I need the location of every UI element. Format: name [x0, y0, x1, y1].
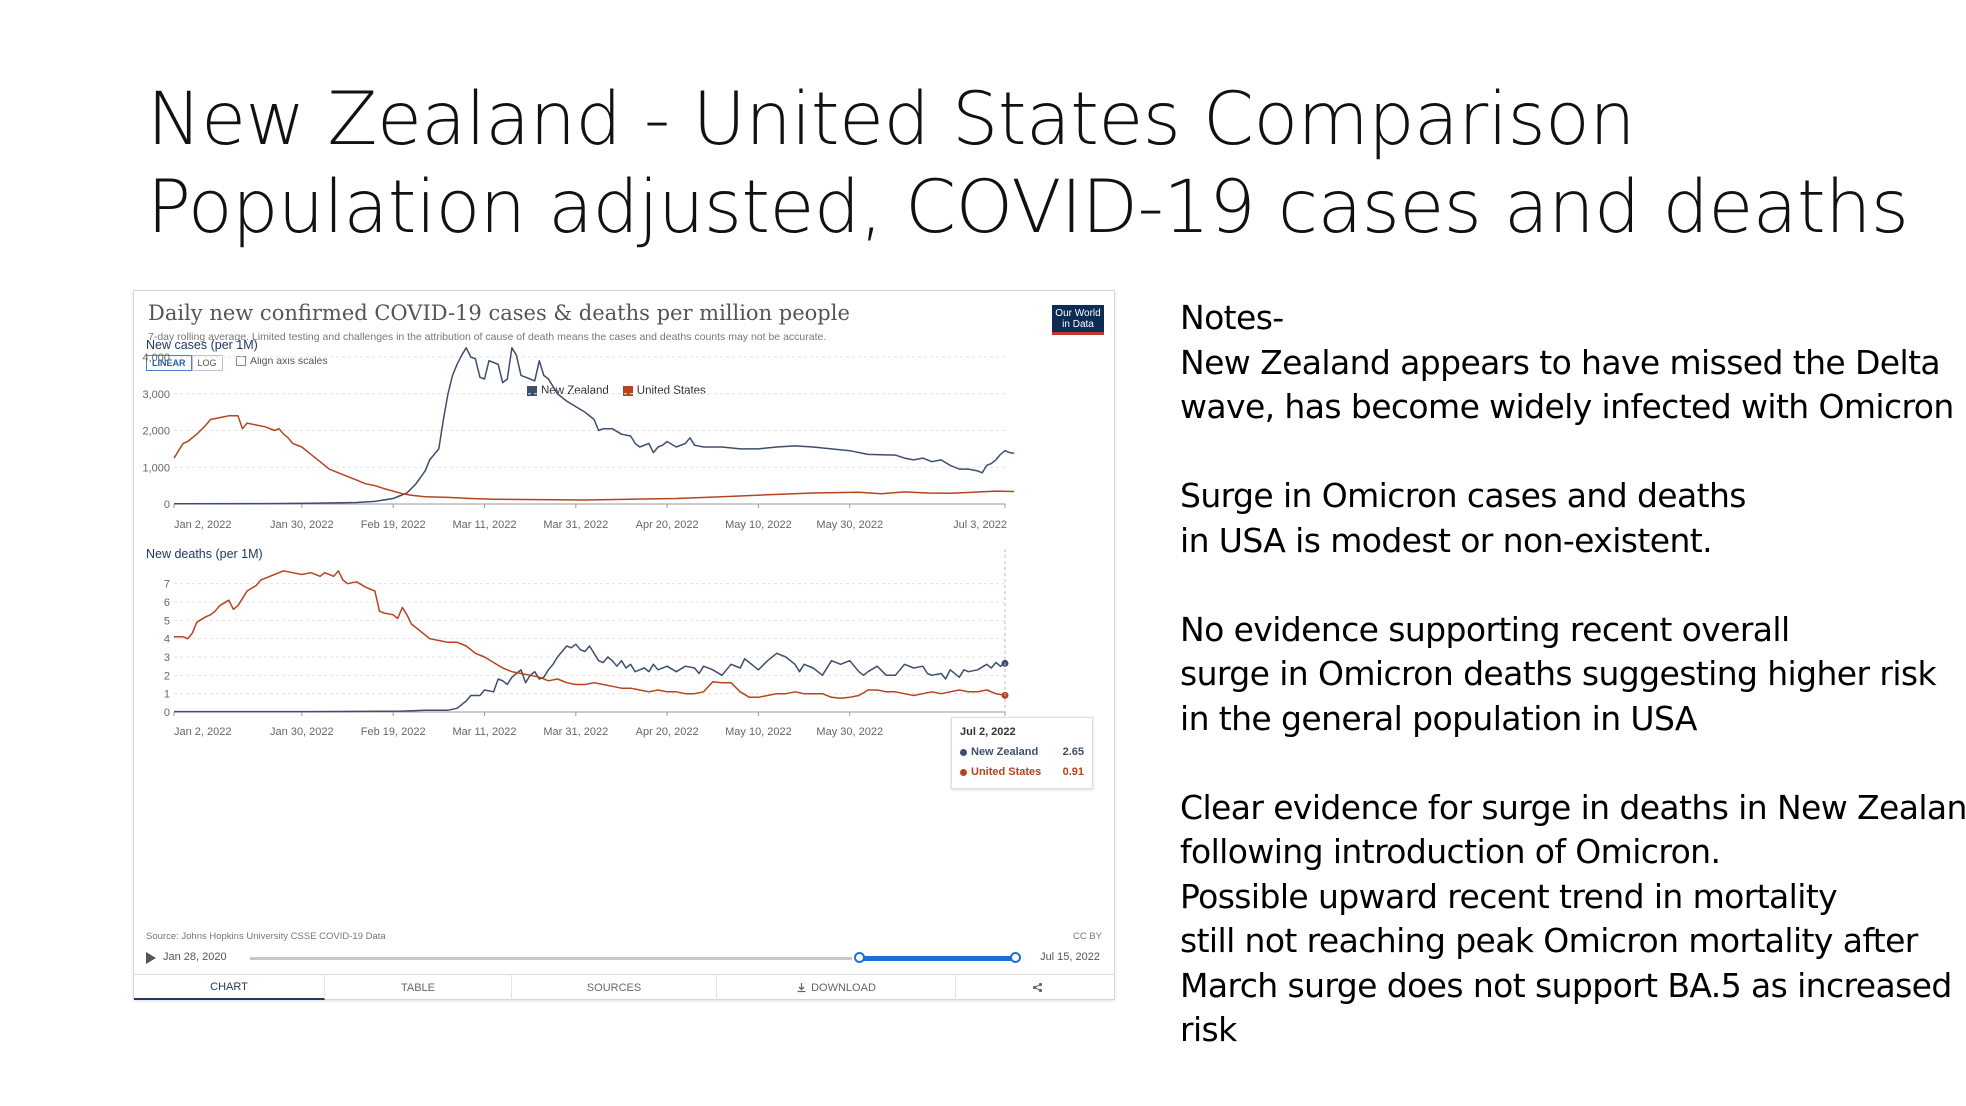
tab-share[interactable] [956, 975, 1118, 1000]
chart-1-y-tick-label: 0 [164, 499, 170, 511]
chart-1-y-tick-label: 2,000 [142, 426, 170, 438]
note-line [1180, 563, 1960, 608]
chart-2-y-tick-label: 0 [164, 707, 170, 719]
note-line: in USA is modest or non-existent. [1180, 520, 1713, 560]
tooltip-dot-united-states [960, 768, 967, 776]
source-note[interactable]: Source: Johns Hopkins University CSSE CO… [146, 931, 386, 942]
note-line: risk [1180, 1010, 1237, 1049]
chart-1-x-tick-label: May 10, 2022 [725, 519, 792, 531]
chart-1-y-tick-label: 3,000 [142, 389, 170, 401]
linear-scale-button[interactable]: LINEAR [146, 355, 192, 371]
slide-title-line-2: Population adjusted, COVID-19 cases and … [147, 165, 1909, 250]
timeline-start-handle[interactable] [854, 952, 865, 963]
download-icon [797, 983, 806, 993]
chart-2-line-new-zealand[interactable] [174, 643, 1006, 713]
chart-1-line-new-zealand[interactable] [173, 347, 1015, 505]
tab-chart[interactable]: CHART [134, 975, 325, 1000]
log-scale-button[interactable]: LOG [191, 355, 223, 371]
align-axis-label: Align axis scales [250, 355, 328, 367]
chart-2-y-tick-label: 1 [164, 689, 170, 701]
tooltip-dot-new-zealand [960, 748, 967, 756]
chart-2-x-tick-label: Jan 2, 2022 [174, 726, 232, 738]
legend-swatch-new-zealand [527, 386, 537, 396]
chart-2-y-tick-label: 2 [164, 670, 170, 682]
chart-1-title: New cases (per 1M) [146, 338, 258, 352]
note-line: New Zealand appears to have missed the D… [1180, 342, 1941, 382]
timeline-start-date: Jan 28, 2020 [163, 951, 227, 963]
note-line: March surge does not support BA.5 as inc… [1180, 965, 1952, 1005]
logo-line-1: Our World [1055, 308, 1101, 319]
timeline-end-date: Jul 15, 2022 [1040, 951, 1100, 963]
line-charts-svg: New cases (per 1M) 0 1,000 2,000 3,000 4,000 J… [142, 338, 1015, 738]
chart-1-x-tick-label: Feb 19, 2022 [361, 519, 426, 531]
chart-1-x-tick-label: Mar 11, 2022 [452, 519, 516, 531]
timeline: Jan 28, 2020 Jul 15, 2022 [146, 949, 1102, 967]
tab-sources[interactable]: SOURCES [512, 975, 717, 1000]
chart-1-x-tick-label: May 30, 2022 [816, 519, 883, 531]
note-line: Notes- [1180, 298, 1284, 337]
note-line [1180, 430, 1960, 475]
legend-swatch-united-states [622, 386, 633, 396]
owid-chart-panel: Daily new confirmed COVID-19 cases & dea… [133, 290, 1115, 1000]
tab-download[interactable]: DOWNLOAD [717, 975, 956, 1000]
hover-tooltip: Jul 2, 2022 New Zealand 2.65 United Stat… [951, 717, 1093, 789]
owid-logo[interactable]: Our World in Data [1052, 305, 1104, 335]
timeline-track[interactable] [250, 957, 852, 960]
share-icon [1032, 982, 1042, 993]
slide-title: New Zealand - United States Comparison P… [147, 76, 1909, 252]
scale-toggle: LINEAR LOG [146, 355, 223, 371]
chart-1-x-tick-label: Jan 2, 2022 [174, 519, 232, 531]
chart-1-x-tick-label: Jul 3, 2022 [953, 519, 1007, 531]
chart-2-x-tick-label: Feb 19, 2022 [361, 726, 426, 738]
chart-1-x-tick-label: Mar 31, 2022 [543, 519, 608, 531]
note-line: surge in Omicron deaths suggesting highe… [1180, 654, 1937, 693]
tab-download-label: DOWNLOAD [811, 981, 876, 994]
chart-2-y-tick-label: 7 [164, 579, 170, 591]
logo-line-2: in Data [1062, 319, 1094, 330]
notes-text: Notes- New Zealand appears to have missed… [1180, 296, 1966, 1053]
slide-title-line-1: New Zealand - United States Comparison [147, 77, 1636, 162]
chart-2-x-tick-label: May 10, 2022 [725, 726, 792, 738]
note-line: Clear evidence for surge in deaths in Ne… [1180, 787, 1966, 827]
timeline-selected-range [859, 956, 1016, 961]
chart-2-y-tick-label: 5 [164, 615, 170, 627]
chart-title: Daily new confirmed COVID-19 cases & dea… [148, 301, 850, 325]
chart-subtitle: 7-day rolling average. Limited testing a… [148, 331, 827, 343]
chart-2-x-tick-label: Mar 31, 2022 [543, 726, 608, 738]
tab-table[interactable]: TABLE [325, 975, 512, 1000]
chart-tabs: CHART TABLE SOURCES DOWNLOAD [134, 974, 1114, 1000]
chart-1-y-tick-label: 1,000 [142, 462, 170, 474]
note-line: Possible upward recent trend in mortalit… [1180, 876, 1838, 916]
tooltip-value-new-zealand: 2.65 [1062, 746, 1084, 758]
chart-1-y-tick-label: 4,000 [142, 352, 170, 364]
chart-2-x-tick-label: Apr 20, 2022 [636, 726, 699, 738]
tooltip-value-united-states: 0.91 [1062, 766, 1084, 778]
chart-2-x-tick-label: Mar 11, 2022 [452, 726, 516, 738]
tooltip-row-united-states: United States 0.91 [960, 766, 1084, 778]
chart-2-title: New deaths (per 1M) [146, 547, 263, 561]
play-icon[interactable] [146, 952, 156, 964]
note-line: still not reaching peak Omicron mortalit… [1180, 921, 1918, 960]
timeline-end-handle[interactable] [1010, 952, 1021, 963]
chart-2-x-tick-label: May 30, 2022 [816, 726, 883, 738]
note-line: No evidence supporting recent overall [1180, 609, 1790, 649]
chart-1-x-tick-label: Jan 30, 2022 [270, 519, 334, 531]
note-line [1180, 741, 1960, 786]
license-note[interactable]: CC BY [1072, 931, 1102, 942]
tooltip-label-united-states: United States [971, 766, 1042, 778]
chart-2-x-tick-label: Jan 30, 2022 [270, 726, 334, 738]
note-line: in the general population in USA [1180, 698, 1697, 738]
chart-2-y-tick-label: 4 [164, 634, 170, 646]
note-line: following introduction of Omicron. [1180, 832, 1721, 871]
chart-2-line-united-states[interactable] [174, 570, 1006, 700]
chart-2-y-tick-label: 6 [164, 597, 170, 609]
chart-2-y-tick-label: 3 [164, 652, 170, 664]
chart-1-x-tick-label: Apr 20, 2022 [636, 519, 699, 531]
note-line: Surge in Omicron cases and deaths [1180, 476, 1746, 515]
note-line: wave, has become widely infected with Om… [1180, 387, 1954, 426]
tooltip-row-new-zealand: New Zealand 2.65 [960, 746, 1084, 758]
chart-1-line-united-states[interactable] [173, 415, 1015, 501]
tooltip-label-new-zealand: New Zealand [971, 746, 1039, 758]
tooltip-date: Jul 2, 2022 [960, 726, 1016, 738]
